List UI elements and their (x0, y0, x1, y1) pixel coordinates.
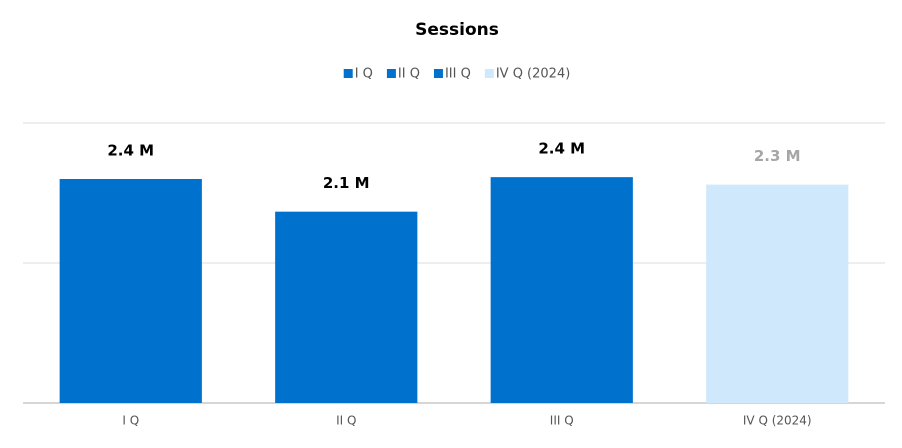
value-label: 2.4 M (107, 142, 154, 160)
legend: I Q II Q III Q IV Q (2024) (343, 67, 570, 82)
x-tick-label: III Q (550, 414, 574, 428)
legend-swatch (343, 69, 353, 78)
bar (706, 184, 849, 403)
bar (490, 177, 633, 403)
legend-label: IV Q (2024) (496, 67, 570, 82)
legend-swatch (433, 69, 443, 78)
legend-label: I Q (355, 67, 373, 82)
x-tick-label: IV Q (2024) (743, 414, 812, 428)
bar (59, 179, 202, 403)
legend-swatch (484, 69, 494, 78)
chart-title: Sessions (415, 20, 499, 40)
value-label: 2.1 M (323, 174, 370, 192)
x-tick-label: II Q (336, 414, 356, 428)
bar (275, 211, 418, 403)
legend-label: III Q (445, 67, 471, 82)
legend-swatch (386, 69, 396, 78)
x-tick-label: I Q (122, 414, 139, 428)
value-label: 2.4 M (538, 140, 585, 158)
value-label: 2.3 M (754, 147, 801, 165)
legend-label: II Q (398, 67, 420, 82)
